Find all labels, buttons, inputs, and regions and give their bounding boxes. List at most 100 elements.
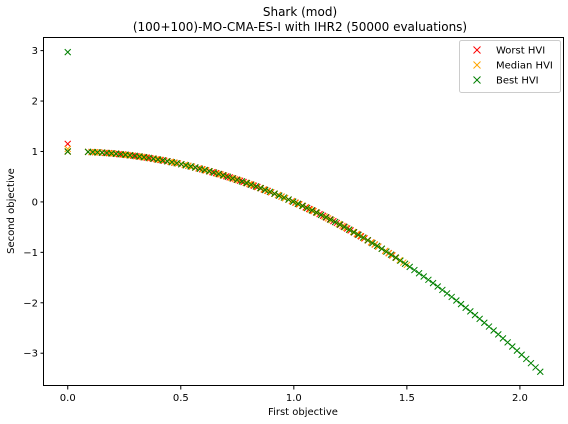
data-point bbox=[331, 218, 339, 226]
data-point bbox=[299, 202, 306, 210]
legend-entry: Worst HVI bbox=[473, 46, 545, 57]
data-point bbox=[448, 293, 456, 301]
data-point bbox=[369, 239, 376, 247]
data-point bbox=[313, 209, 320, 216]
data-point bbox=[215, 170, 222, 178]
data-point bbox=[406, 263, 414, 271]
data-point bbox=[303, 204, 311, 212]
x-axis-ticks: 0.0 0.5 1.0 1.5 2.0 bbox=[60, 386, 528, 404]
x-tick-label: 1.0 bbox=[286, 393, 302, 404]
data-point bbox=[336, 221, 344, 228]
data-point bbox=[341, 223, 348, 231]
x-axis-label: First objective bbox=[268, 407, 338, 418]
y-axis-label: Second objective bbox=[6, 168, 17, 254]
y-tick-label: 3 bbox=[32, 46, 38, 57]
data-point bbox=[536, 368, 544, 376]
x-tick-label: 2.0 bbox=[512, 393, 528, 404]
data-point bbox=[274, 191, 282, 199]
chart-title-line2: (100+100)-MO-CMA-ES-I with IHR2 (50000 e… bbox=[133, 20, 467, 34]
data-point bbox=[397, 257, 404, 265]
data-point bbox=[480, 319, 488, 327]
data-point bbox=[64, 148, 72, 155]
data-point bbox=[401, 260, 409, 268]
data-point bbox=[231, 175, 239, 183]
x-tick-label: 0.0 bbox=[60, 393, 76, 404]
data-point bbox=[238, 178, 246, 185]
data-point bbox=[285, 196, 292, 203]
data-point bbox=[415, 269, 423, 277]
data-point bbox=[392, 254, 400, 261]
legend-entry: Median HVI bbox=[473, 61, 553, 72]
data-point bbox=[229, 174, 236, 182]
data-point bbox=[373, 242, 381, 250]
legend-label: Worst HVI bbox=[496, 46, 545, 57]
data-point bbox=[383, 248, 390, 256]
data-point bbox=[280, 194, 288, 201]
data-point bbox=[247, 181, 255, 189]
data-point bbox=[350, 228, 358, 236]
data-point bbox=[252, 183, 260, 190]
data-point bbox=[275, 192, 283, 199]
data-point bbox=[420, 273, 428, 280]
data-point bbox=[224, 173, 232, 181]
data-point bbox=[429, 279, 437, 287]
plot-frame bbox=[43, 37, 564, 386]
data-point bbox=[425, 276, 432, 284]
data-point bbox=[257, 184, 264, 192]
data-point bbox=[308, 206, 316, 214]
data-point bbox=[476, 315, 484, 323]
y-tick-label: 0 bbox=[32, 197, 38, 208]
data-point bbox=[219, 171, 227, 179]
y-tick-label: −3 bbox=[23, 349, 38, 360]
data-point bbox=[387, 251, 395, 258]
y-tick-label: −1 bbox=[23, 248, 38, 259]
data-point bbox=[462, 304, 470, 312]
y-tick-label: 2 bbox=[32, 97, 38, 108]
legend-marker bbox=[473, 61, 481, 69]
data-point bbox=[364, 236, 372, 244]
series-best-hvi bbox=[64, 48, 544, 376]
data-point bbox=[471, 311, 479, 319]
data-point bbox=[355, 231, 362, 239]
data-point bbox=[289, 198, 297, 205]
chart-title-line1: Shark (mod) bbox=[263, 5, 337, 19]
legend-label: Best HVI bbox=[496, 76, 539, 87]
y-tick-label: −2 bbox=[23, 298, 38, 309]
data-point bbox=[64, 140, 72, 148]
data-point bbox=[439, 286, 446, 294]
data-point bbox=[485, 323, 493, 330]
data-point bbox=[466, 308, 474, 315]
data-points bbox=[64, 48, 544, 376]
legend-frame bbox=[459, 40, 561, 93]
data-point bbox=[378, 245, 386, 253]
data-point bbox=[443, 290, 451, 297]
data-point bbox=[271, 190, 278, 198]
x-tick-label: 1.5 bbox=[399, 393, 415, 404]
data-point bbox=[294, 200, 302, 208]
data-point bbox=[452, 297, 460, 304]
data-point bbox=[327, 216, 334, 223]
legend: Worst HVI Median HVI Best HVI bbox=[459, 40, 561, 93]
data-point bbox=[64, 145, 72, 153]
legend-entry: Best HVI bbox=[473, 76, 539, 87]
data-point bbox=[345, 226, 353, 233]
data-point bbox=[233, 176, 241, 184]
data-point bbox=[490, 327, 497, 334]
data-point bbox=[317, 211, 325, 219]
x-tick-label: 0.5 bbox=[173, 393, 189, 404]
data-point bbox=[457, 300, 465, 308]
data-point bbox=[210, 169, 218, 176]
legend-label: Median HVI bbox=[496, 61, 553, 72]
data-point bbox=[261, 186, 269, 194]
data-point bbox=[266, 188, 274, 196]
data-point bbox=[64, 48, 72, 56]
data-point bbox=[322, 213, 330, 221]
y-axis-ticks: −3 −2 −1 0 1 2 3 bbox=[23, 46, 44, 360]
y-tick-label: 1 bbox=[32, 147, 38, 158]
legend-marker bbox=[473, 46, 481, 54]
data-point bbox=[243, 179, 250, 187]
data-point bbox=[434, 283, 442, 290]
data-point bbox=[359, 234, 367, 241]
data-point bbox=[411, 266, 418, 274]
